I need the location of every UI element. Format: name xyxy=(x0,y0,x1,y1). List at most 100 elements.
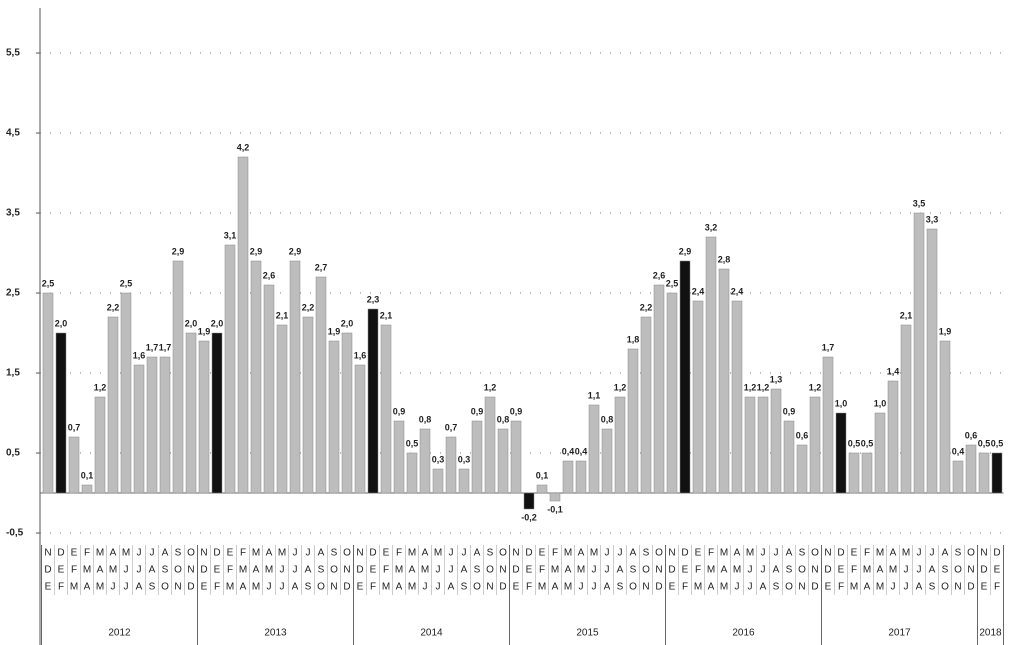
year-label: 2017 xyxy=(888,628,911,639)
data-label: 0,5 xyxy=(861,438,874,448)
data-label: 2,0 xyxy=(185,318,198,328)
x-tick-label: J xyxy=(137,565,142,576)
bar xyxy=(783,420,795,494)
data-label: 1,2 xyxy=(94,382,107,392)
x-tick-label: M xyxy=(252,548,260,559)
x-tick-label: E xyxy=(71,548,78,559)
x-tick-label: F xyxy=(994,582,1000,593)
x-tick-label: D xyxy=(44,565,51,576)
bar xyxy=(679,260,691,494)
x-tick-label: O xyxy=(343,548,351,559)
bar xyxy=(874,412,886,494)
x-tick-label: E xyxy=(383,548,390,559)
x-tick-label: J xyxy=(449,565,454,576)
x-tick-label: M xyxy=(733,565,741,576)
x-tick-label: N xyxy=(330,582,337,593)
bar xyxy=(523,492,535,510)
x-tick-label: J xyxy=(618,548,623,559)
x-tick-label: A xyxy=(708,582,715,593)
x-tick-label: E xyxy=(526,565,533,576)
data-label: 1,0 xyxy=(874,398,887,408)
x-tick-label: F xyxy=(227,565,233,576)
data-label: 2,8 xyxy=(718,254,731,264)
x-tick-label: N xyxy=(200,548,207,559)
data-label: 1,2 xyxy=(809,382,822,392)
x-tick-label: S xyxy=(318,565,325,576)
x-tick-label: A xyxy=(929,565,936,576)
x-tick-label: O xyxy=(317,582,325,593)
bar xyxy=(900,324,912,494)
bar xyxy=(55,332,67,494)
x-tick-label: F xyxy=(383,565,389,576)
x-tick-label: A xyxy=(409,565,416,576)
bar xyxy=(159,356,171,494)
data-label: 2,4 xyxy=(692,286,705,296)
x-tick-label: M xyxy=(720,582,728,593)
bar xyxy=(575,460,587,494)
x-tick-label: M xyxy=(278,548,286,559)
x-tick-label: S xyxy=(305,582,312,593)
x-tick-label: J xyxy=(605,548,610,559)
x-tick-label: O xyxy=(473,582,481,593)
x-tick-label: A xyxy=(253,565,260,576)
x-tick-label: J xyxy=(436,582,441,593)
x-tick-label: S xyxy=(331,548,338,559)
data-label: 0,8 xyxy=(497,414,510,424)
x-tick-label: E xyxy=(539,548,546,559)
x-tick-label: J xyxy=(904,565,909,576)
x-tick-label: D xyxy=(512,565,519,576)
x-tick-label: M xyxy=(408,582,416,593)
data-label: 0,6 xyxy=(796,430,809,440)
bar xyxy=(432,468,444,494)
bar xyxy=(809,396,821,494)
x-tick-label: O xyxy=(798,565,806,576)
x-tick-label: D xyxy=(837,548,844,559)
x-tick-label: S xyxy=(942,565,949,576)
x-tick-label: E xyxy=(370,565,377,576)
x-tick-label: S xyxy=(149,582,156,593)
x-tick-label: M xyxy=(434,548,442,559)
bar xyxy=(991,452,1003,494)
bar xyxy=(185,332,197,494)
x-tick-label: M xyxy=(408,548,416,559)
x-tick-label: J xyxy=(592,565,597,576)
data-label: -0,2 xyxy=(521,512,537,522)
x-tick-label: E xyxy=(357,582,364,593)
x-tick-label: A xyxy=(84,582,91,593)
x-tick-label: M xyxy=(590,548,598,559)
x-tick-label: S xyxy=(474,565,481,576)
x-tick-label: J xyxy=(917,548,922,559)
x-tick-label: D xyxy=(980,565,987,576)
bar xyxy=(120,292,132,494)
year-label: 2012 xyxy=(108,628,131,639)
bar xyxy=(536,484,548,494)
bar xyxy=(406,452,418,494)
x-tick-label: E xyxy=(669,582,676,593)
data-label: 1,4 xyxy=(887,366,900,376)
data-label: 2,6 xyxy=(263,270,276,280)
data-label: 1,6 xyxy=(133,350,146,360)
bar xyxy=(367,308,379,494)
x-tick-label: J xyxy=(592,582,597,593)
data-label: 0,9 xyxy=(783,406,796,416)
x-tick-label: M xyxy=(239,565,247,576)
data-label: 3,1 xyxy=(224,230,237,240)
bar xyxy=(510,420,522,494)
bar xyxy=(224,244,236,494)
data-label: 1,9 xyxy=(939,326,952,336)
x-tick-label: M xyxy=(889,565,897,576)
x-tick-label: N xyxy=(187,565,194,576)
x-tick-label: A xyxy=(97,565,104,576)
data-label: 2,0 xyxy=(211,318,224,328)
x-tick-label: S xyxy=(617,582,624,593)
x-tick-label: J xyxy=(605,565,610,576)
x-tick-label: F xyxy=(695,565,701,576)
x-tick-label: S xyxy=(955,548,962,559)
x-tick-label: O xyxy=(655,548,663,559)
x-tick-label: D xyxy=(356,565,363,576)
x-tick-label: M xyxy=(850,582,858,593)
bar xyxy=(848,452,860,494)
data-label: 1,2 xyxy=(744,382,757,392)
bar xyxy=(198,340,210,494)
bar xyxy=(952,460,964,494)
